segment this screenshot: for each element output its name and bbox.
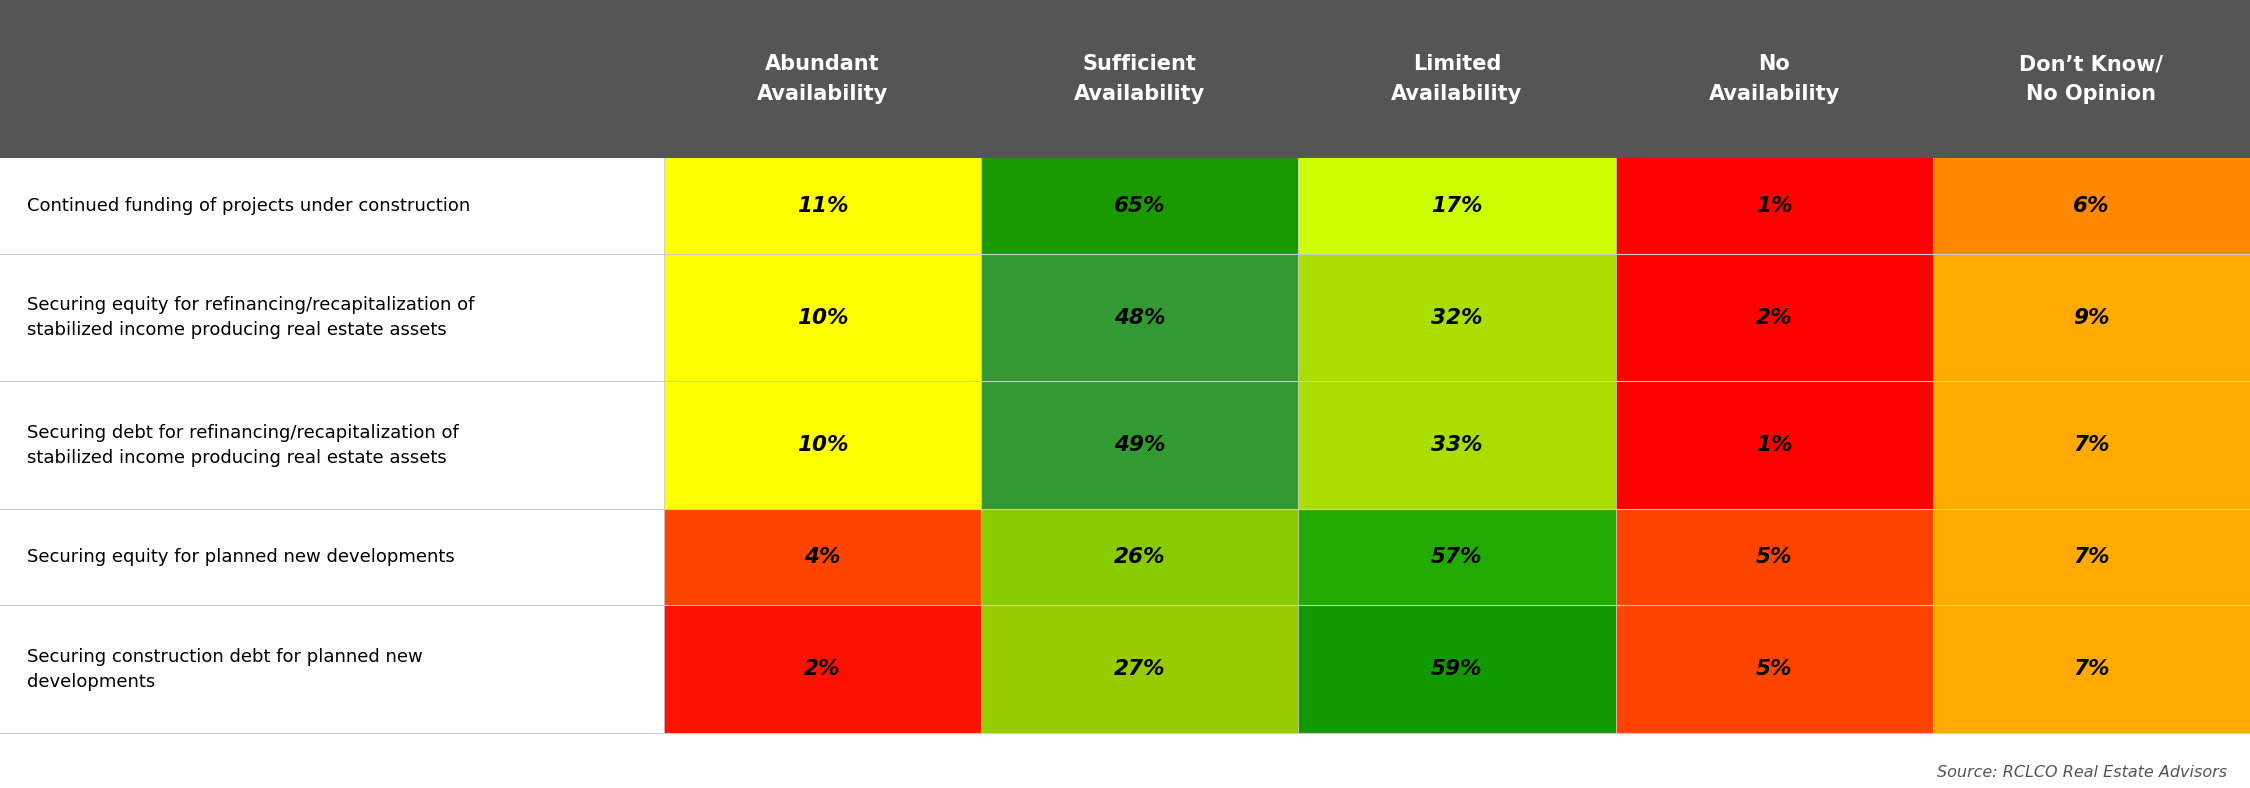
Text: 17%: 17% xyxy=(1431,195,1483,216)
Text: 6%: 6% xyxy=(2072,195,2110,216)
Bar xyxy=(1616,254,1933,381)
Text: 7%: 7% xyxy=(2072,659,2110,679)
Text: Continued funding of projects under construction: Continued funding of projects under cons… xyxy=(27,197,470,215)
Bar xyxy=(1933,381,2250,509)
Text: Abundant
Availability: Abundant Availability xyxy=(756,54,889,103)
Text: 2%: 2% xyxy=(1755,308,1793,328)
Text: Securing debt for refinancing/recapitalization of
stabilized income producing re: Securing debt for refinancing/recapitali… xyxy=(27,424,459,466)
Text: 57%: 57% xyxy=(1431,547,1483,567)
Text: 27%: 27% xyxy=(1114,659,1166,679)
Text: 9%: 9% xyxy=(2072,308,2110,328)
Bar xyxy=(1298,509,1616,605)
Bar xyxy=(1933,605,2250,733)
Bar xyxy=(664,381,981,509)
Text: 49%: 49% xyxy=(1114,435,1166,455)
Bar xyxy=(1616,158,1933,254)
Text: Securing equity for planned new developments: Securing equity for planned new developm… xyxy=(27,548,454,566)
Text: 65%: 65% xyxy=(1114,195,1166,216)
Bar xyxy=(981,158,1298,254)
Text: 7%: 7% xyxy=(2072,435,2110,455)
Text: 10%: 10% xyxy=(796,435,848,455)
Bar xyxy=(1298,381,1616,509)
Text: 7%: 7% xyxy=(2072,547,2110,567)
Text: 1%: 1% xyxy=(1755,195,1793,216)
Text: 4%: 4% xyxy=(803,547,842,567)
Bar xyxy=(1616,381,1933,509)
Bar xyxy=(1298,254,1616,381)
Bar xyxy=(981,605,1298,733)
Text: 48%: 48% xyxy=(1114,308,1166,328)
Text: Source: RCLCO Real Estate Advisors: Source: RCLCO Real Estate Advisors xyxy=(1937,765,2228,780)
Text: Don’t Know/
No Opinion: Don’t Know/ No Opinion xyxy=(2020,54,2164,103)
Text: Securing equity for refinancing/recapitalization of
stabilized income producing : Securing equity for refinancing/recapita… xyxy=(27,296,475,340)
Text: 32%: 32% xyxy=(1431,308,1483,328)
Bar xyxy=(1616,605,1933,733)
Bar xyxy=(664,254,981,381)
Bar xyxy=(1933,254,2250,381)
Bar xyxy=(1933,158,2250,254)
Text: 11%: 11% xyxy=(796,195,848,216)
Text: 33%: 33% xyxy=(1431,435,1483,455)
Text: Securing construction debt for planned new
developments: Securing construction debt for planned n… xyxy=(27,648,423,690)
Text: 59%: 59% xyxy=(1431,659,1483,679)
Bar xyxy=(1616,509,1933,605)
Bar xyxy=(1933,509,2250,605)
Bar xyxy=(664,158,981,254)
Bar xyxy=(981,254,1298,381)
Text: Limited
Availability: Limited Availability xyxy=(1390,54,1523,103)
Text: 10%: 10% xyxy=(796,308,848,328)
Bar xyxy=(1298,605,1616,733)
Text: Sufficient
Availability: Sufficient Availability xyxy=(1073,54,1206,103)
Bar xyxy=(981,381,1298,509)
Bar xyxy=(0,0,2250,158)
Text: 5%: 5% xyxy=(1755,659,1793,679)
Text: No
Availability: No Availability xyxy=(1708,54,1840,103)
Bar xyxy=(664,509,981,605)
Bar xyxy=(981,509,1298,605)
Text: 5%: 5% xyxy=(1755,547,1793,567)
Text: 1%: 1% xyxy=(1755,435,1793,455)
Bar xyxy=(664,605,981,733)
Text: 2%: 2% xyxy=(803,659,842,679)
Bar xyxy=(1298,158,1616,254)
Text: 26%: 26% xyxy=(1114,547,1166,567)
